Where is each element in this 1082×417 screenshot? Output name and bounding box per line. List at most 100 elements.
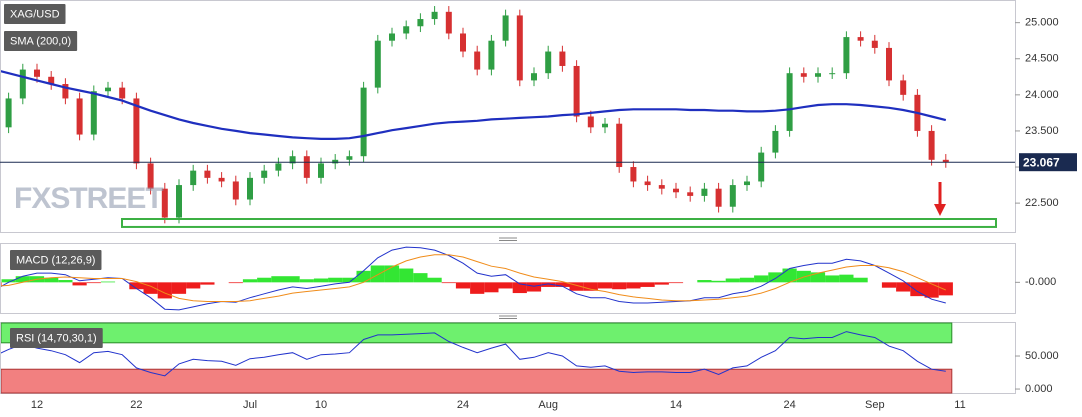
candle-body: [531, 73, 537, 81]
candle-body: [19, 69, 26, 99]
histogram-bar: [285, 276, 300, 283]
histogram-bar: [257, 277, 272, 283]
candle-body: [800, 73, 807, 77]
candle-body: [815, 73, 821, 77]
histogram-bar: [143, 282, 158, 294]
histogram-bar: [512, 282, 527, 294]
histogram-bar: [171, 282, 187, 294]
candle-body: [900, 80, 907, 95]
histogram-bar: [455, 282, 471, 289]
x-tick-label: 14: [670, 399, 682, 411]
candle-body: [758, 152, 765, 182]
histogram-bar: [597, 282, 613, 289]
histogram-bar: [427, 277, 442, 283]
candle-body: [289, 156, 296, 164]
tag-text: XAG/USD: [10, 8, 60, 20]
panel-handle: [499, 237, 517, 319]
histogram-bar: [853, 277, 868, 283]
candle-body: [644, 181, 651, 186]
candle-body: [190, 170, 197, 186]
histogram-bar: [739, 277, 755, 283]
histogram-bar: [356, 270, 371, 283]
histogram-bar: [72, 282, 87, 286]
candle-body: [303, 156, 310, 178]
candle-body: [76, 98, 83, 135]
histogram-bar: [228, 282, 243, 284]
histogram-bar: [129, 282, 144, 290]
histogram-bar: [441, 282, 456, 284]
histogram-bar: [654, 282, 669, 285]
candle-body: [318, 163, 324, 178]
histogram-bar: [58, 280, 73, 283]
histogram-bar: [526, 282, 542, 292]
histogram-bar: [200, 282, 215, 285]
candle-body: [871, 40, 878, 48]
candle-body: [545, 51, 552, 74]
series-line: [1, 254, 946, 302]
tag-box: [4, 4, 66, 24]
y-tick-label: 22.500: [1025, 197, 1059, 209]
histogram-bar: [413, 273, 428, 283]
tag-text: SMA (200,0): [10, 35, 71, 47]
candle-body: [942, 159, 949, 163]
candle-body: [346, 156, 353, 160]
candle-body: [786, 73, 793, 131]
candle-body: [488, 40, 495, 70]
candle-body: [105, 87, 111, 92]
candle-body: [460, 33, 466, 52]
indicator-tag: SMA (200,0): [4, 31, 78, 51]
candle-body: [573, 65, 580, 117]
candle-body: [886, 47, 892, 81]
histogram-bar: [782, 268, 797, 283]
down-arrow: [934, 182, 946, 216]
candle-body: [48, 76, 55, 85]
x-tick-label: 24: [783, 399, 795, 411]
candle-body: [744, 181, 750, 186]
candle-body: [374, 40, 381, 88]
histogram-bar: [612, 282, 627, 290]
candle-body: [445, 11, 452, 34]
x-tick-label: Jul: [243, 399, 257, 411]
histogram-bar: [768, 272, 783, 283]
histogram-bar: [569, 282, 584, 291]
histogram-bar: [910, 282, 925, 297]
candle-body: [658, 185, 665, 189]
indicator-tag: MACD (12,26,9): [10, 250, 102, 270]
y-tick-label: 0.000: [1025, 383, 1053, 395]
histogram-bar: [668, 282, 684, 284]
histogram-bar: [640, 282, 655, 287]
histogram-bar: [754, 275, 769, 283]
x-tick-label: Sep: [865, 399, 885, 411]
x-tick-label: 24: [457, 399, 469, 411]
histogram-bar: [1, 282, 2, 287]
histogram-bar: [242, 279, 258, 283]
histogram-bar: [186, 282, 201, 289]
histogram-bar: [299, 279, 314, 283]
x-tick-label: 12: [31, 399, 43, 411]
candle-body: [630, 167, 637, 182]
histogram-bar: [825, 275, 840, 283]
candle-body: [729, 185, 736, 207]
histogram-bar: [924, 282, 939, 298]
candle-body: [218, 177, 225, 182]
macd-panel: [0, 243, 1016, 314]
candle-body: [232, 181, 239, 200]
histogram-bar: [839, 274, 854, 283]
x-tick-label: 10: [315, 399, 327, 411]
histogram-bar: [583, 282, 598, 291]
candle-body: [843, 37, 850, 74]
candle-body: [62, 84, 69, 99]
y-tick-label: 24.000: [1025, 89, 1059, 101]
candle-body: [34, 69, 40, 77]
histogram-bar: [711, 280, 726, 283]
candle-body: [247, 177, 253, 200]
histogram-bar: [484, 282, 499, 293]
histogram-bar: [15, 276, 30, 283]
histogram-bar: [881, 282, 897, 288]
y-tick-label: 25.000: [1025, 17, 1059, 29]
histogram-bar: [399, 268, 414, 283]
candle-body: [857, 37, 864, 41]
histogram-bar: [100, 281, 116, 283]
